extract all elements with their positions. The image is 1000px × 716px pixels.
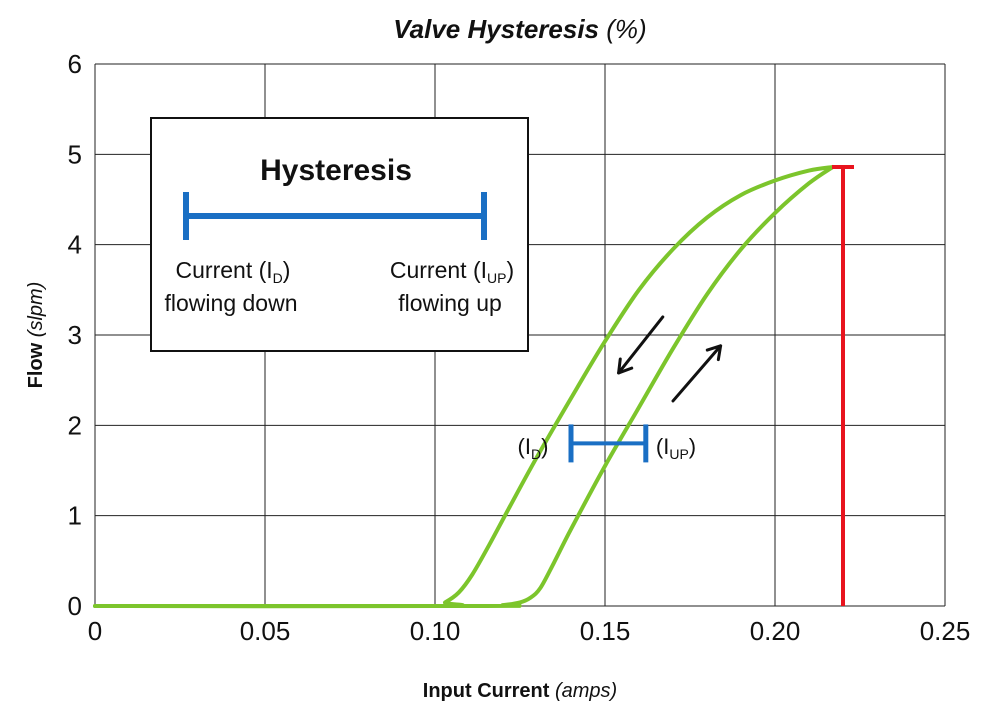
- x-tick-label-5: 0.25: [920, 616, 971, 646]
- y-tick-label-6: 6: [68, 49, 82, 79]
- markers-group: [568, 164, 854, 606]
- chart-title-text: Valve Hysteresis: [393, 14, 599, 44]
- x-axis-label-text: Input Current: [423, 680, 550, 702]
- x-tick-label-1: 0.05: [240, 616, 291, 646]
- legend-left-line2: flowing down: [165, 290, 298, 316]
- x-tick-label-3: 0.15: [580, 616, 631, 646]
- x-tick-label-2: 0.10: [410, 616, 461, 646]
- arrow-down-shaft: [617, 315, 665, 375]
- y-tick-labels: 0 1 2 3 4 5 6: [68, 49, 82, 621]
- y-axis-unit: (slpm): [25, 282, 47, 338]
- legend-box: [150, 117, 529, 352]
- x-axis-label: Input Current (amps): [423, 680, 617, 702]
- chart-title: Valve Hysteresis (%): [393, 14, 646, 44]
- x-tick-label-4: 0.20: [750, 616, 801, 646]
- y-axis-label-text: Flow: [25, 342, 47, 388]
- y-tick-label-0: 0: [68, 591, 82, 621]
- legend-right-line2: flowing up: [398, 290, 502, 316]
- y-tick-label-2: 2: [68, 410, 82, 440]
- y-tick-label-1: 1: [68, 501, 82, 531]
- legend-left-line1: Current (ID): [176, 257, 291, 286]
- series-line-1: [93, 164, 835, 609]
- legend-title: Hysteresis: [260, 154, 412, 187]
- legend-bar: [183, 192, 487, 240]
- y-tick-label-5: 5: [68, 139, 82, 169]
- arrow-up-head: [705, 344, 723, 362]
- series-group: [93, 164, 835, 609]
- marker-label-down: (ID): [518, 434, 549, 462]
- y-tick-label-4: 4: [68, 230, 82, 260]
- arrow-down-head: [617, 357, 634, 375]
- arrow-up-shaft: [671, 344, 723, 403]
- x-axis-unit: (amps): [555, 680, 617, 702]
- legend: Hysteresis Current (ID) flowing down Cur…: [150, 117, 529, 352]
- y-axis-label: Flow (slpm): [25, 282, 47, 389]
- marker-label-up: (IUP): [656, 434, 696, 462]
- x-tick-label-0: 0: [88, 616, 102, 646]
- y-tick-label-3: 3: [68, 320, 82, 350]
- x-tick-labels: 0 0.05 0.10 0.15 0.20 0.25: [88, 616, 971, 646]
- legend-right-line1: Current (IUP): [390, 257, 514, 286]
- chart-title-unit: (%): [606, 14, 646, 44]
